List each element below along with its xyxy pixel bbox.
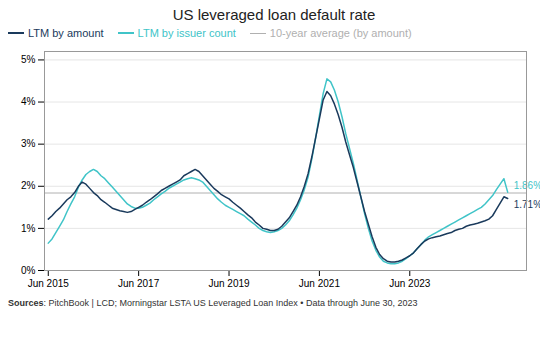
svg-text:Jun 2015: Jun 2015 [28, 278, 70, 289]
svg-text:1%: 1% [21, 223, 36, 234]
svg-text:4%: 4% [21, 96, 36, 107]
svg-text:3%: 3% [21, 138, 36, 149]
html-text:10-year average (by amount): 10-year average (by amount) [269, 27, 412, 39]
svg-text:Jun 2021: Jun 2021 [299, 278, 341, 289]
svg-text:Jun 2017: Jun 2017 [118, 278, 160, 289]
svg-text:2%: 2% [21, 180, 36, 191]
svg-text:Jun 2023: Jun 2023 [389, 278, 431, 289]
html-text:LTM by issuer count: LTM by issuer count [137, 27, 236, 39]
svg-text:5%: 5% [21, 54, 36, 65]
html-text:LTM by amount: LTM by amount [28, 27, 104, 39]
svg-text:Jun 2019: Jun 2019 [208, 278, 250, 289]
svg-text:0%: 0% [21, 265, 36, 276]
html-text:US leveraged loan default rate: US leveraged loan default rate [172, 6, 376, 23]
html-text:Sources: PitchBook | LCD; Morn: Sources: PitchBook | LCD; Morningstar LS… [8, 298, 418, 308]
